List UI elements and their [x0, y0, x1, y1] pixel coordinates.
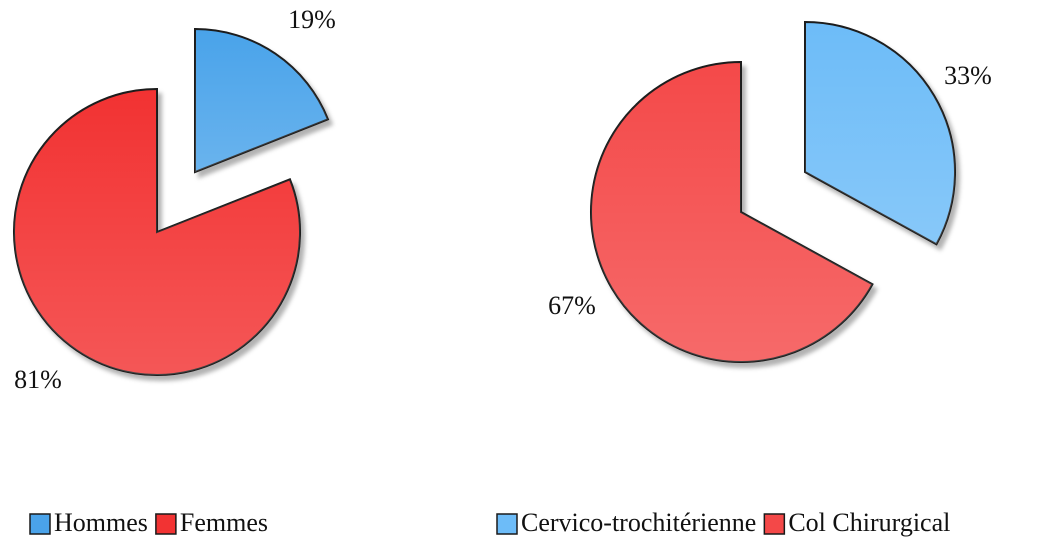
slice-shade — [591, 62, 873, 362]
slice-shade — [805, 22, 956, 245]
data-label: 67% — [548, 291, 596, 320]
legend-label: Cervico-trochitérienne — [521, 508, 756, 537]
data-label: 19% — [288, 5, 336, 34]
legend-swatch — [496, 513, 518, 535]
legend-label: Col Chirurgical — [788, 508, 950, 537]
legend-label: Hommes — [54, 508, 148, 537]
data-label: 33% — [944, 61, 992, 90]
legend-swatch — [29, 513, 51, 535]
legend-swatch — [763, 513, 786, 535]
slice-shade — [195, 29, 328, 172]
slice-shade — [13, 89, 300, 375]
data-label: 81% — [14, 365, 62, 394]
legend-swatch — [155, 513, 177, 535]
legend-label: Femmes — [180, 508, 268, 537]
